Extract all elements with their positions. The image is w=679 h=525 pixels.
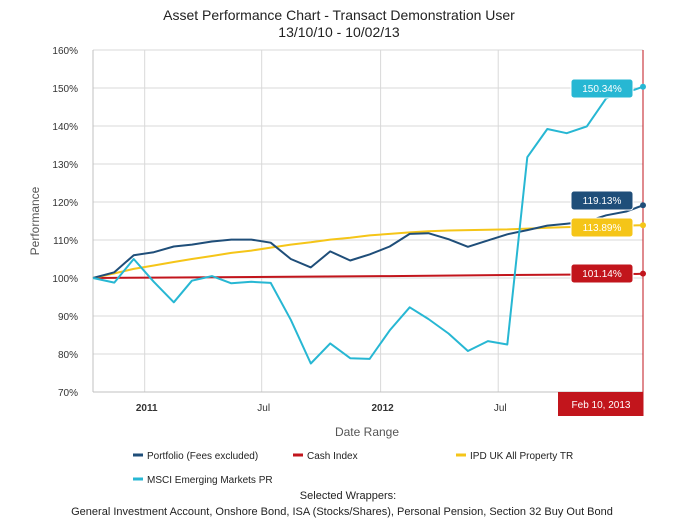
legend-item-label: Cash Index [307,451,358,462]
y-tick-label: 100% [52,274,78,285]
wrappers-list: General Investment Account, Onshore Bond… [71,506,613,518]
marker-date-label: Feb 10, 2013 [572,400,631,411]
value-flag-label: 101.14% [582,269,622,280]
value-flag-label: 150.34% [582,84,622,95]
value-flag [570,78,634,99]
x-tick-label: Jul [494,403,507,414]
legend: Portfolio (Fees excluded) Cash Index IPD U… [133,451,573,486]
value-flag-label: 113.89% [583,223,622,234]
value-flag-label: 119.13% [583,196,622,207]
wrappers-heading: Selected Wrappers: [300,490,396,502]
series-endpoint[interactable] [640,83,646,90]
x-axis-title: Date Range [335,425,399,439]
x-tick-label: 2012 [371,403,394,414]
series-endpoint[interactable] [640,202,646,209]
end-value-flags: 101.14% 113.89% 119.13% 150.34% [570,78,634,284]
y-tick-label: 150% [52,84,78,95]
series-endpoint[interactable] [640,222,646,229]
value-flag [570,217,634,238]
legend-item-label: IPD UK All Property TR [470,451,573,462]
series-line[interactable] [92,85,644,365]
chart-title: Asset Performance Chart - Transact Demon… [163,7,515,23]
legend-item-label: MSCI Emerging Markets PR [147,475,273,486]
x-tick-label: 2011 [136,403,158,414]
y-axis-ticks: 70% 80% 90% 100% 110% 120% 130% 140% 150% 160% [52,46,78,399]
series-line[interactable] [92,272,644,279]
selected-date-marker[interactable]: Feb 10, 2013 [558,50,644,416]
y-tick-label: 160% [52,46,78,57]
series-endpoint[interactable] [640,270,646,277]
y-tick-label: 90% [58,312,78,323]
y-tick-label: 140% [52,122,78,133]
y-tick-label: 120% [52,198,78,209]
value-flag [570,190,634,211]
y-tick-label: 110% [53,236,78,247]
x-tick-label: Jul [257,403,270,414]
legend-item-label: Portfolio (Fees excluded) [147,451,258,462]
chart-subtitle: 13/10/10 - 10/02/13 [278,24,400,40]
y-tick-label: 70% [58,388,78,399]
x-axis-ticks: 2011 Jul 2012 Jul [136,403,507,414]
y-tick-label: 130% [52,160,78,171]
y-tick-label: 80% [58,350,78,361]
series-line[interactable] [92,204,644,279]
series-line[interactable] [92,224,644,279]
value-flag [570,263,634,284]
gridlines [92,49,643,393]
marker-date-flag[interactable] [558,392,643,416]
y-axis-title: Performance [28,186,42,255]
